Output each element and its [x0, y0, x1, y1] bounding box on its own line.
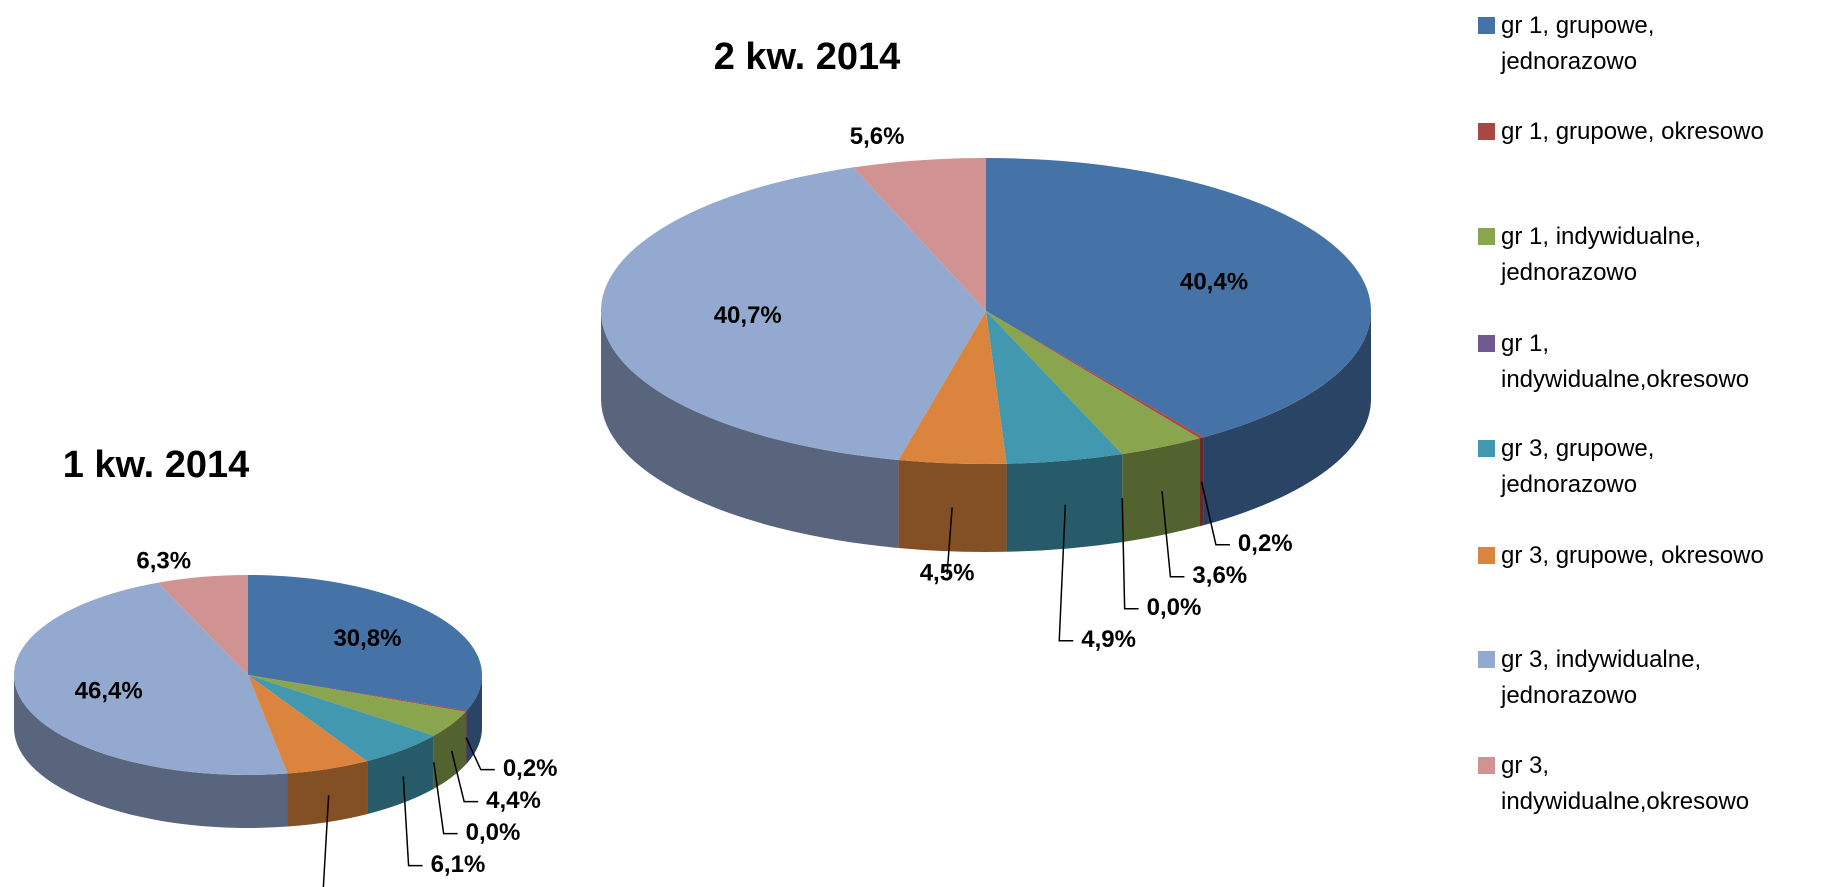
leader-line — [1121, 498, 1139, 610]
slice — [248, 575, 482, 711]
leader-line — [1200, 481, 1230, 546]
data-label: 6,1% — [431, 851, 486, 878]
data-label: 46,4% — [75, 678, 143, 705]
legend-label: gr 1, grupowe, okresowo — [1501, 118, 1764, 145]
data-label: 6,3% — [136, 548, 191, 575]
legend-item: gr 1, grupowe, okresowo — [1478, 114, 1793, 150]
legend-label: gr 3, grupowe, okresowo — [1501, 542, 1764, 569]
slice-side — [898, 459, 1007, 552]
legend-item: gr 3, indywidualne,okresowo — [1478, 748, 1793, 820]
legend-item: gr 1, indywidualne, jednorazowo — [1478, 219, 1793, 291]
slice — [14, 582, 288, 775]
legend-swatch — [1478, 228, 1495, 245]
legend-swatch — [1478, 757, 1495, 774]
data-label: 0,2% — [503, 755, 558, 782]
leader-line — [322, 795, 330, 887]
slice — [248, 675, 434, 762]
legend-label: gr 1, grupowe, jednorazowo — [1501, 12, 1655, 75]
data-label: 3,6% — [1192, 562, 1247, 589]
legend-label: gr 1, indywidualne,okresowo — [1501, 330, 1750, 393]
data-label: 30,8% — [333, 625, 401, 652]
leader-line — [1161, 490, 1185, 578]
slice-side — [1006, 454, 1123, 552]
slice-side — [14, 675, 288, 828]
slice — [248, 675, 466, 736]
legend-item: gr 3, indywidualne, jednorazowo — [1478, 642, 1793, 714]
chart-title: 2 kw. 2014 — [714, 36, 901, 78]
legend-label: gr 1, indywidualne, jednorazowo — [1501, 223, 1702, 286]
slice — [986, 311, 1204, 439]
data-label: 5,6% — [850, 123, 905, 150]
leader-line — [946, 507, 953, 575]
legend-label: gr 3, grupowe, jednorazowo — [1501, 435, 1655, 498]
slice — [986, 158, 1371, 438]
legend-swatch — [1478, 651, 1495, 668]
data-label: 5,8% — [345, 883, 400, 887]
legend-swatch — [1478, 17, 1495, 34]
slice — [986, 311, 1200, 455]
data-label: 4,4% — [486, 787, 541, 814]
slice — [986, 311, 1123, 464]
slice-side — [465, 710, 467, 765]
slice-side — [367, 735, 434, 815]
slice — [853, 158, 986, 311]
slice-side — [1203, 311, 1371, 526]
data-label: 0,0% — [466, 819, 521, 846]
data-label: 0,2% — [1238, 530, 1293, 557]
legend-item: gr 1, grupowe, jednorazowo — [1478, 8, 1793, 80]
slice — [248, 675, 368, 774]
slice — [600, 167, 986, 460]
slice-side — [1199, 437, 1204, 527]
legend-label: gr 3, indywidualne,okresowo — [1501, 752, 1750, 815]
data-label: 4,5% — [920, 560, 975, 587]
legend-item: gr 3, grupowe, okresowo — [1478, 538, 1793, 574]
data-label: 40,4% — [1180, 268, 1248, 295]
leader-line — [450, 750, 479, 803]
legend-swatch — [1478, 547, 1495, 564]
leader-line — [1058, 504, 1074, 642]
data-label: 40,7% — [714, 302, 782, 329]
slice — [157, 575, 248, 675]
slice-side — [287, 761, 368, 827]
slice-side — [1122, 438, 1200, 543]
slice-side — [600, 311, 899, 548]
data-label: 4,9% — [1081, 626, 1136, 653]
leader-line — [433, 762, 458, 835]
legend-swatch — [1478, 123, 1495, 140]
chart-title: 1 kw. 2014 — [63, 444, 250, 486]
legend-label: gr 3, indywidualne, jednorazowo — [1501, 646, 1702, 709]
slice-side — [433, 711, 466, 789]
legend-item: gr 1, indywidualne,okresowo — [1478, 326, 1793, 398]
slice — [898, 311, 1007, 464]
leader-line — [465, 737, 495, 771]
slice — [248, 675, 467, 712]
slice-side — [466, 675, 482, 764]
legend-swatch — [1478, 335, 1495, 352]
data-label: 0,0% — [1147, 594, 1202, 621]
legend-item: gr 3, grupowe, jednorazowo — [1478, 431, 1793, 503]
legend-swatch — [1478, 440, 1495, 457]
leader-line — [402, 776, 423, 867]
